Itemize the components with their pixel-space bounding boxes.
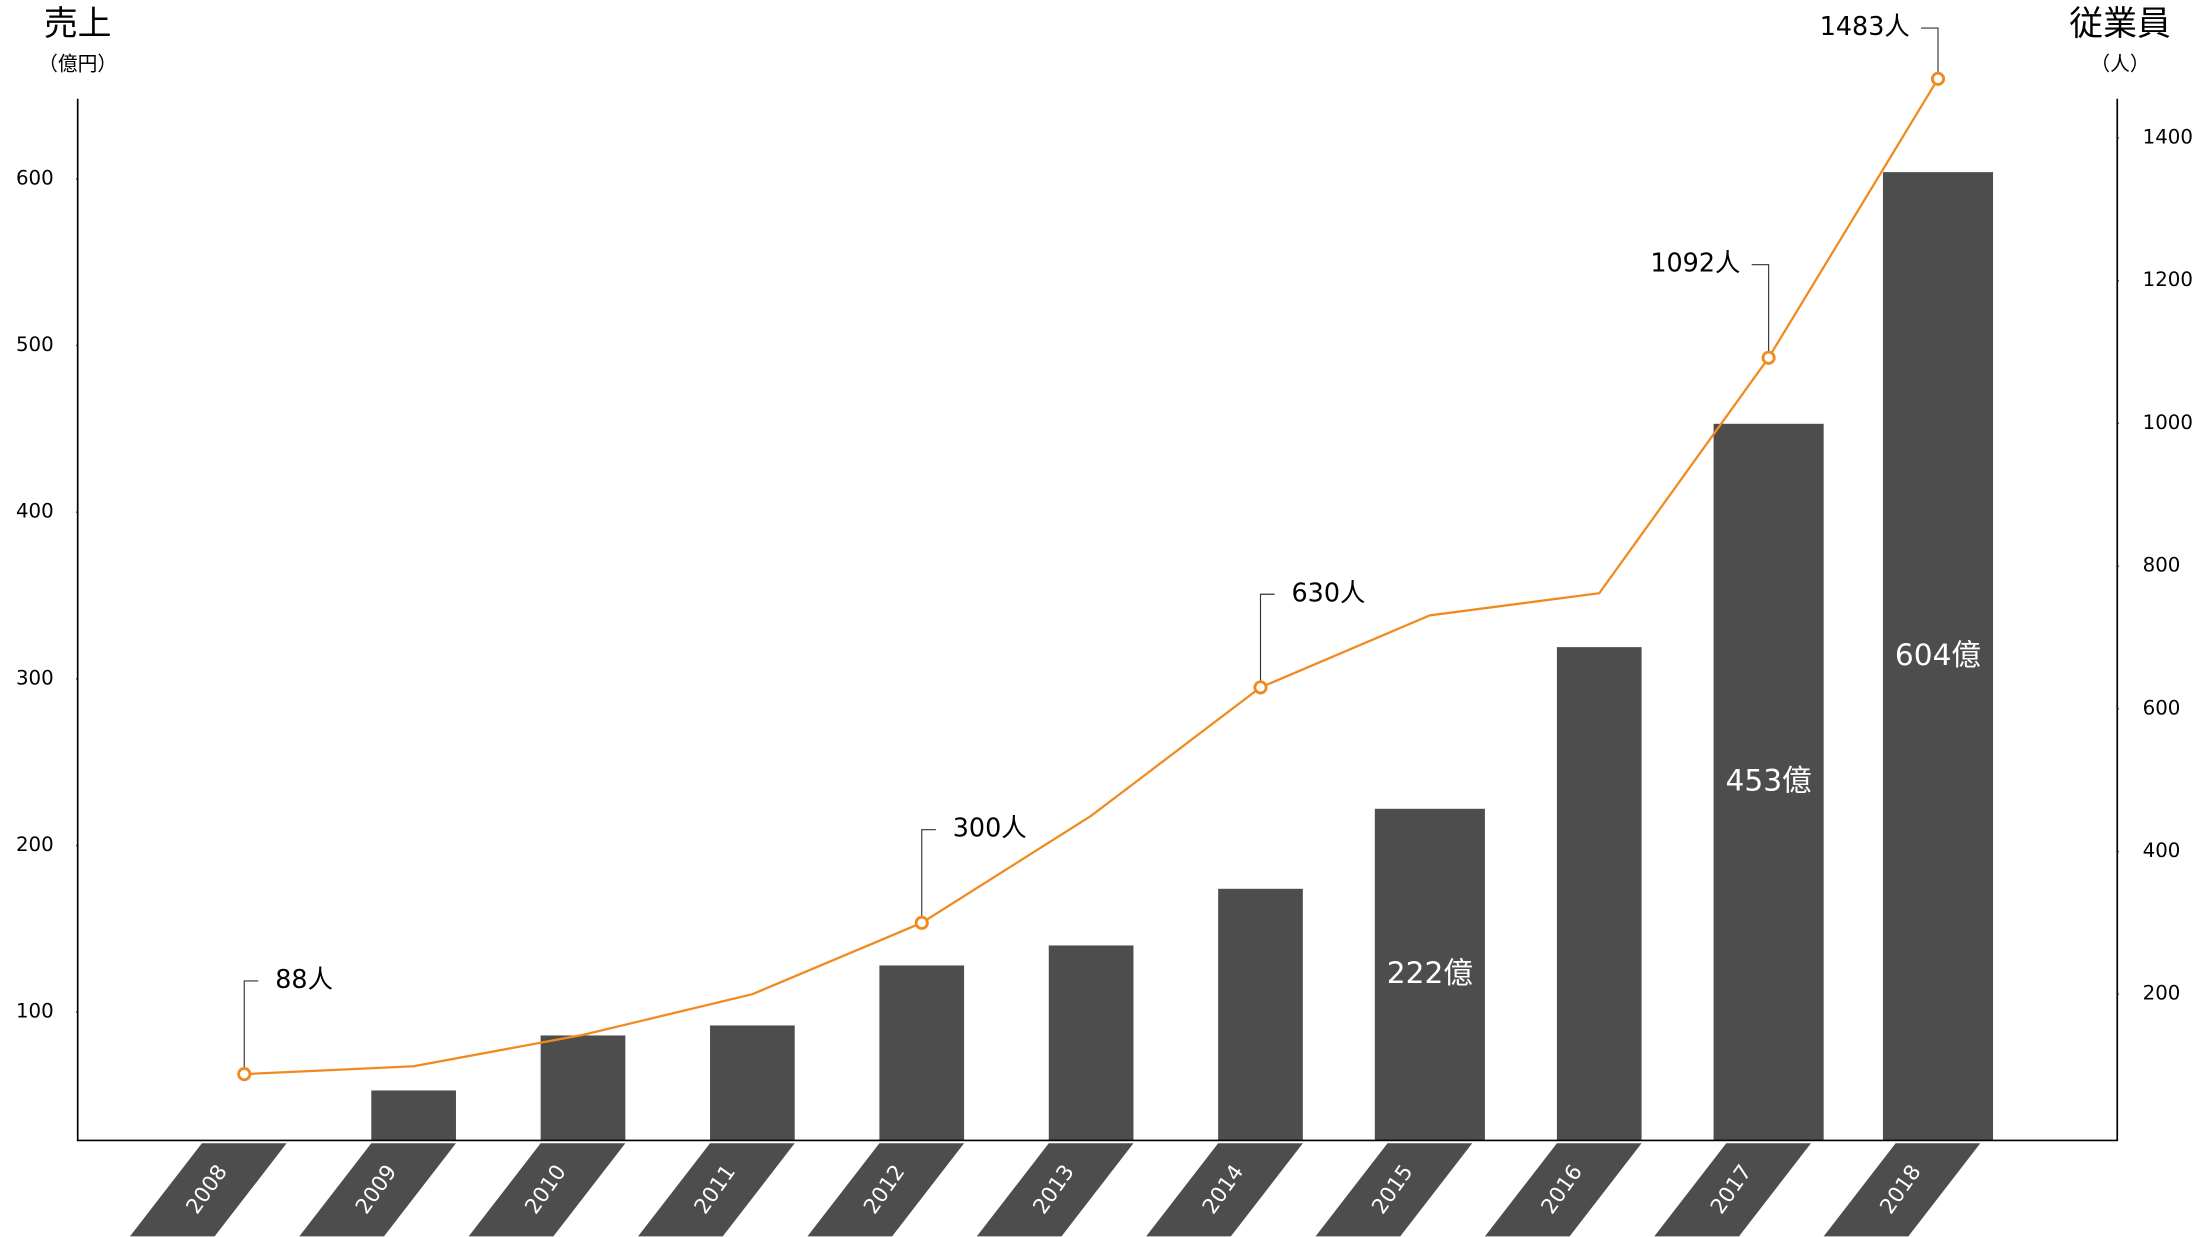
year-tag <box>1484 1143 1642 1237</box>
y2-tick-label: 1000 <box>2143 411 2193 434</box>
y2-tick-label: 1200 <box>2143 268 2193 291</box>
point <box>914 915 929 930</box>
bar <box>1048 945 1134 1141</box>
leader <box>1921 27 1939 79</box>
bar-label: 453億 <box>1726 763 1812 798</box>
line <box>244 78 1939 1076</box>
year-tag <box>1315 1143 1473 1237</box>
year-tag <box>807 1143 965 1237</box>
y-tick-label: 200 <box>16 833 54 856</box>
y-tick-label: 400 <box>16 500 54 523</box>
point-label: 300人 <box>953 813 1027 843</box>
y2-tick-label: 1400 <box>2143 126 2193 149</box>
y2-title: 従業員 <box>2069 4 2171 43</box>
point <box>1761 350 1776 365</box>
point <box>1253 680 1268 695</box>
y-tick-label: 300 <box>16 666 54 689</box>
bar-label: 604億 <box>1895 637 1981 672</box>
bar <box>879 965 965 1141</box>
bar <box>540 1035 626 1141</box>
leader <box>1751 264 1770 358</box>
y2-tick-label: 600 <box>2143 696 2181 719</box>
year-tag <box>299 1143 456 1237</box>
year-tag <box>1823 1143 1981 1237</box>
year-tag <box>1654 1143 1811 1237</box>
year-tag <box>638 1143 795 1237</box>
leader <box>921 829 936 923</box>
y2-tick-label: 200 <box>2143 982 2181 1005</box>
axes <box>76 98 2119 1142</box>
bar <box>710 1025 795 1141</box>
point-label: 1483人 <box>1820 11 1910 41</box>
bar-label: 20億 <box>211 1101 278 1136</box>
bar <box>1218 888 1303 1141</box>
point-label: 88人 <box>275 964 333 994</box>
year-tag <box>129 1143 287 1237</box>
year-tag <box>1146 1143 1303 1237</box>
bar <box>1882 172 1994 1141</box>
y-tick-label: 100 <box>16 1000 54 1023</box>
y2-unit: （人） <box>2090 52 2149 75</box>
point <box>237 1067 252 1082</box>
bar <box>1374 808 1485 1141</box>
year-tag <box>468 1143 626 1237</box>
y2-tick-label: 400 <box>2143 839 2181 862</box>
y-unit: （億円） <box>38 52 117 75</box>
bar <box>1556 647 1642 1141</box>
y-tick-label: 500 <box>16 333 54 356</box>
y-tick-label: 600 <box>16 166 54 189</box>
y-title: 売上 <box>44 4 112 43</box>
bar <box>371 1090 456 1141</box>
leader <box>1259 593 1275 688</box>
year-tag <box>976 1143 1134 1237</box>
y2-tick-label: 800 <box>2143 554 2181 577</box>
point-label: 630人 <box>1292 577 1366 607</box>
point-label: 1092人 <box>1650 248 1740 278</box>
leader <box>243 980 259 1075</box>
point <box>1930 71 1946 86</box>
bar <box>1713 423 1824 1141</box>
bar-label: 222億 <box>1387 955 1473 990</box>
